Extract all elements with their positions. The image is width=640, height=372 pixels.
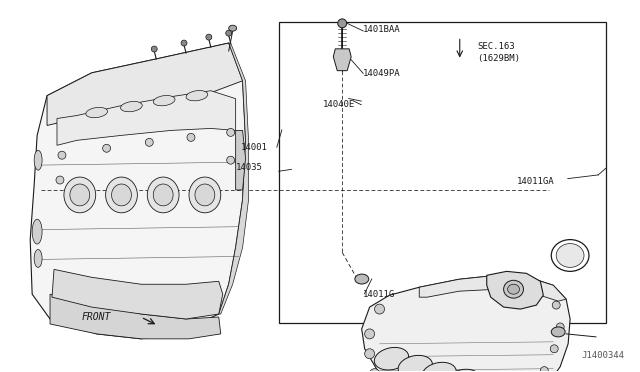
Text: 14049PA: 14049PA — [363, 69, 401, 78]
Bar — [278, 22, 606, 323]
Ellipse shape — [34, 250, 42, 267]
Circle shape — [227, 128, 235, 137]
Circle shape — [540, 367, 548, 372]
Circle shape — [58, 151, 66, 159]
Ellipse shape — [189, 177, 221, 213]
Ellipse shape — [70, 184, 90, 206]
Circle shape — [365, 329, 374, 339]
Ellipse shape — [86, 108, 108, 118]
Ellipse shape — [551, 327, 565, 337]
Circle shape — [206, 34, 212, 40]
Text: 14035: 14035 — [236, 163, 263, 172]
Circle shape — [365, 349, 374, 359]
Circle shape — [181, 40, 187, 46]
Circle shape — [374, 304, 385, 314]
Polygon shape — [487, 271, 543, 309]
Circle shape — [145, 138, 153, 146]
Ellipse shape — [111, 184, 131, 206]
Circle shape — [102, 144, 111, 152]
Ellipse shape — [154, 96, 175, 106]
Polygon shape — [362, 275, 570, 372]
Text: 14011G: 14011G — [362, 291, 395, 299]
Polygon shape — [219, 43, 248, 314]
Ellipse shape — [64, 177, 96, 213]
Polygon shape — [57, 91, 236, 145]
Circle shape — [227, 156, 235, 164]
Circle shape — [151, 46, 157, 52]
Ellipse shape — [504, 280, 524, 298]
Ellipse shape — [446, 369, 480, 372]
Polygon shape — [419, 275, 566, 301]
Circle shape — [56, 176, 64, 184]
Polygon shape — [236, 131, 246, 190]
Polygon shape — [52, 269, 223, 319]
Ellipse shape — [147, 177, 179, 213]
Ellipse shape — [355, 274, 369, 284]
Circle shape — [552, 301, 560, 309]
Circle shape — [187, 134, 195, 141]
Ellipse shape — [186, 90, 208, 101]
Ellipse shape — [228, 25, 237, 31]
Circle shape — [556, 323, 564, 331]
Ellipse shape — [508, 284, 520, 294]
Ellipse shape — [556, 244, 584, 267]
Polygon shape — [47, 43, 243, 125]
Text: FRONT: FRONT — [82, 312, 111, 322]
Circle shape — [226, 30, 232, 36]
Text: J1400344: J1400344 — [582, 351, 625, 360]
Ellipse shape — [32, 219, 42, 244]
Ellipse shape — [153, 184, 173, 206]
Ellipse shape — [374, 347, 408, 370]
Ellipse shape — [34, 150, 42, 170]
Ellipse shape — [338, 19, 347, 28]
Text: SEC.163: SEC.163 — [477, 42, 515, 51]
Ellipse shape — [398, 355, 433, 372]
Text: 14040E: 14040E — [323, 100, 355, 109]
Text: 14001: 14001 — [241, 143, 268, 152]
Text: (1629BM): (1629BM) — [477, 54, 520, 63]
Ellipse shape — [106, 177, 138, 213]
Text: 14011GA: 14011GA — [517, 177, 554, 186]
Ellipse shape — [422, 362, 456, 372]
Polygon shape — [333, 49, 351, 71]
Circle shape — [550, 345, 558, 353]
Polygon shape — [30, 43, 246, 339]
Ellipse shape — [120, 102, 142, 112]
Circle shape — [370, 369, 380, 372]
Polygon shape — [50, 294, 221, 339]
Ellipse shape — [195, 184, 215, 206]
Text: 1401BAA: 1401BAA — [363, 25, 401, 33]
